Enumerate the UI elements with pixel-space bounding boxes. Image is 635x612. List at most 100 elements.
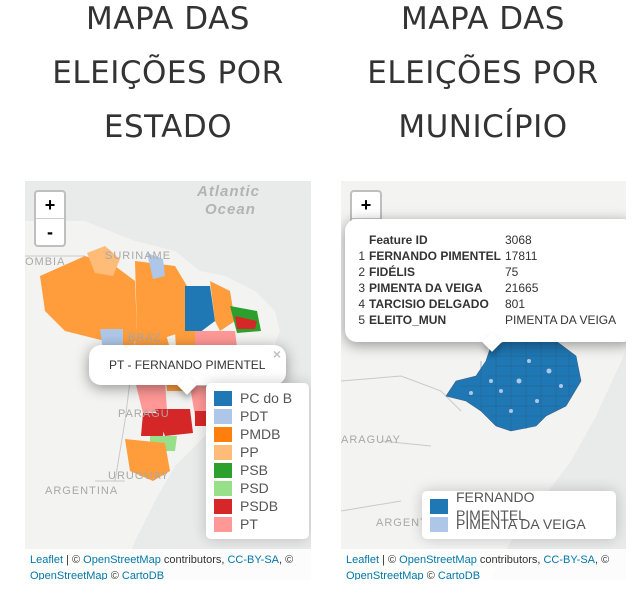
popup-key: FIDÉLIS — [369, 265, 416, 279]
popup-index: 1 — [358, 249, 365, 263]
state-para — [135, 261, 190, 341]
popup-text: PT - FERNANDO PIMENTEL — [109, 358, 266, 372]
legend-label: PSB — [240, 462, 269, 478]
zoom-in-button[interactable]: + — [352, 192, 380, 219]
attribution-text: | © — [63, 554, 84, 566]
popup-value: PIMENTA DA VEIGA — [505, 313, 617, 327]
ocean-label: Atlantic — [196, 183, 260, 200]
attribution-text: contributors, — [160, 554, 228, 566]
title-line: ELEIÇÕES POR — [52, 55, 284, 91]
country-label-argentina: ARGENTINA — [45, 485, 118, 497]
legend-item: PP — [214, 443, 301, 461]
popup-close-button[interactable]: × — [272, 346, 281, 362]
legend-label: PSD — [240, 480, 269, 496]
leaflet-link[interactable]: Leaflet — [30, 554, 64, 566]
state-map-title: MAPA DAS ELEIÇÕES POR ESTADO — [23, 0, 313, 154]
attribution-text: , © — [279, 554, 294, 566]
title-line: ELEIÇÕES POR — [367, 55, 599, 91]
popup-index: 4 — [358, 297, 365, 311]
country-label-paraguay: ARAGUAY — [341, 434, 401, 446]
title-line: MUNICÍPIO — [398, 109, 568, 145]
popup-key: TARCISIO DELGADO — [369, 297, 489, 311]
popup-header-row: Feature ID 3068 — [355, 232, 618, 248]
title-line: MAPA DAS — [86, 1, 250, 37]
country-label-colombia: OMBIA — [25, 256, 65, 268]
municipality-borders — [461, 339, 579, 431]
popup-row: 5 ELEITO_MUN PIMENTA DA VEIGA — [355, 312, 618, 328]
osm-link[interactable]: OpenStreetMap — [346, 570, 424, 580]
popup-value: 801 — [505, 297, 526, 311]
attribution-text: contributors, — [476, 554, 544, 566]
pimenta-municipalities — [469, 359, 563, 413]
popup-row: 4 TARCISIO DELGADO 801 — [355, 296, 618, 312]
legend-label: PT — [240, 516, 258, 532]
attribution-text: | © — [379, 554, 400, 566]
candidate-legend: FERNANDO PIMENTEL PIMENTA DA VEIGA — [422, 489, 616, 539]
zoom-in-button[interactable]: + — [36, 192, 64, 219]
osm-link[interactable]: OpenStreetMap — [83, 554, 161, 566]
state-pr — [141, 413, 165, 436]
state-amazonas — [40, 256, 137, 341]
legend-item: PSD — [214, 479, 301, 497]
cartodb-link[interactable]: CartoDB — [121, 570, 165, 580]
legend-swatch — [214, 480, 232, 496]
attribution-text: © — [107, 570, 122, 580]
license-link[interactable]: CC-BY-SA — [227, 554, 280, 566]
legend-label: PSDB — [240, 498, 279, 514]
country-label-uruguay: URUGUAY — [108, 470, 169, 482]
country-label-paraguay: PARAGU — [118, 408, 170, 420]
popup-row: 2 FIDÉLIS 75 — [355, 264, 618, 280]
attribution-text: , © — [595, 554, 610, 566]
popup-table: Feature ID 3068 1 FERNANDO PIMENTEL 17811 2… — [355, 232, 618, 328]
popup-index: 2 — [358, 265, 365, 279]
legend-label: PIMENTA DA VEIGA — [456, 516, 586, 532]
ocean-label: Ocean — [205, 201, 256, 218]
state-northeast-2 — [235, 316, 257, 329]
popup-index: 5 — [358, 313, 365, 327]
attribution-text: © — [423, 570, 438, 580]
map-attribution: Leaflet | © OpenStreetMap contributors, … — [341, 549, 626, 580]
state-piaui-ceara — [210, 281, 235, 331]
popup-value: 75 — [505, 265, 519, 279]
popup-value: 3068 — [505, 233, 532, 247]
legend-swatch — [214, 498, 232, 514]
legend-item: FERNANDO PIMENTEL — [430, 489, 608, 523]
legend-item: PSDB — [214, 497, 301, 515]
legend-item: PSB — [214, 461, 301, 479]
legend-swatch — [214, 462, 232, 478]
title-line: ESTADO — [103, 109, 233, 145]
state-election-map[interactable]: Atlantic Ocean SURINAME OMBIA BRAZ PARAG… — [25, 181, 311, 580]
legend-swatch — [214, 426, 232, 442]
state-roraima — [87, 246, 120, 276]
state-ms — [135, 381, 167, 413]
country-border — [341, 375, 462, 512]
popup-value: 21665 — [505, 281, 539, 295]
popup-value: 17811 — [505, 249, 538, 263]
popup-row: 3 PIMENTA DA VEIGA 21665 — [355, 280, 618, 296]
title-line: MAPA DAS — [401, 1, 565, 37]
leaflet-link[interactable]: Leaflet — [346, 554, 380, 566]
osm-link[interactable]: OpenStreetMap — [399, 554, 477, 566]
legend-swatch — [430, 498, 448, 514]
legend-swatch — [214, 390, 232, 406]
popup-index: 3 — [358, 281, 365, 295]
legend-label: PP — [240, 444, 259, 460]
municipality-popup: Feature ID 3068 1 FERNANDO PIMENTEL 17811 2… — [345, 219, 626, 342]
legend-item: PT — [214, 515, 301, 533]
legend-label: PC do B — [240, 390, 293, 406]
municipality-map-title: MAPA DAS ELEIÇÕES POR MUNICÍPIO — [338, 0, 628, 154]
popup-key: PIMENTA DA VEIGA — [369, 281, 483, 295]
legend-item: PC do B — [214, 389, 301, 407]
party-legend: PC do B PDT PMDB PP PSB PSD PSDB PT — [206, 383, 309, 539]
country-label-brazil: BRAZ — [128, 332, 161, 344]
osm-link[interactable]: OpenStreetMap — [30, 570, 108, 580]
country-label-suriname: SURINAME — [105, 250, 171, 262]
cartodb-link[interactable]: CartoDB — [437, 570, 481, 580]
zoom-out-button[interactable]: - — [47, 222, 53, 242]
popup-key: ELEITO_MUN — [369, 313, 447, 327]
legend-label: PDT — [240, 408, 268, 424]
municipality-election-map[interactable]: ARAGUAY URUGUAY ARGENTINA + - Feature ID… — [341, 181, 626, 580]
legend-swatch — [430, 516, 448, 532]
legend-swatch — [214, 444, 232, 460]
license-link[interactable]: CC-BY-SA — [543, 554, 596, 566]
